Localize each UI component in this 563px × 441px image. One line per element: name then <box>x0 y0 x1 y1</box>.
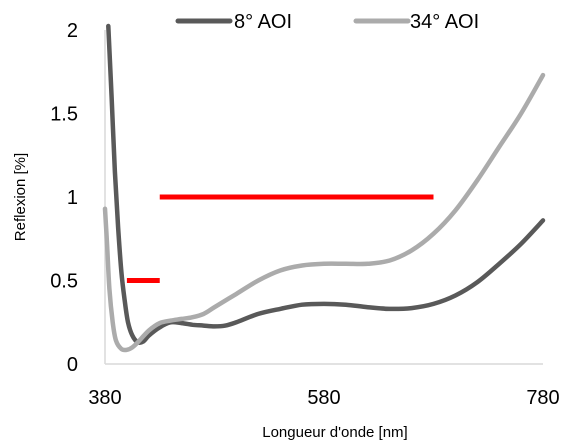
y-tick-label: 1.5 <box>50 104 78 126</box>
y-tick-labels: 0 0.5 1 1.5 2 <box>50 20 78 376</box>
annotation-segments <box>126 194 434 283</box>
y-tick-label: 0 <box>67 354 78 376</box>
series-line-34-aoi <box>102 72 546 353</box>
y-axis-title: Reflexion [%] <box>12 153 29 241</box>
y-tick-label: 1 <box>67 187 78 209</box>
y-tick-label: 0.5 <box>50 271 78 293</box>
series-line-8-aoi <box>106 23 546 346</box>
legend-label-34-aoi: 34° AOI <box>410 11 479 33</box>
y-tick-label: 2 <box>67 20 78 42</box>
x-tick-label: 780 <box>526 387 559 409</box>
x-axis-title: Longueur d'onde [nm] <box>262 424 407 441</box>
legend-label-8-aoi: 8° AOI <box>234 11 292 33</box>
legend: 8° AOI 34° AOI <box>175 11 479 33</box>
series-lines <box>102 23 546 353</box>
x-tick-label: 380 <box>88 387 121 409</box>
x-tick-label: 580 <box>307 387 340 409</box>
axes <box>104 30 543 365</box>
x-tick-labels: 380 580 780 <box>88 387 559 409</box>
